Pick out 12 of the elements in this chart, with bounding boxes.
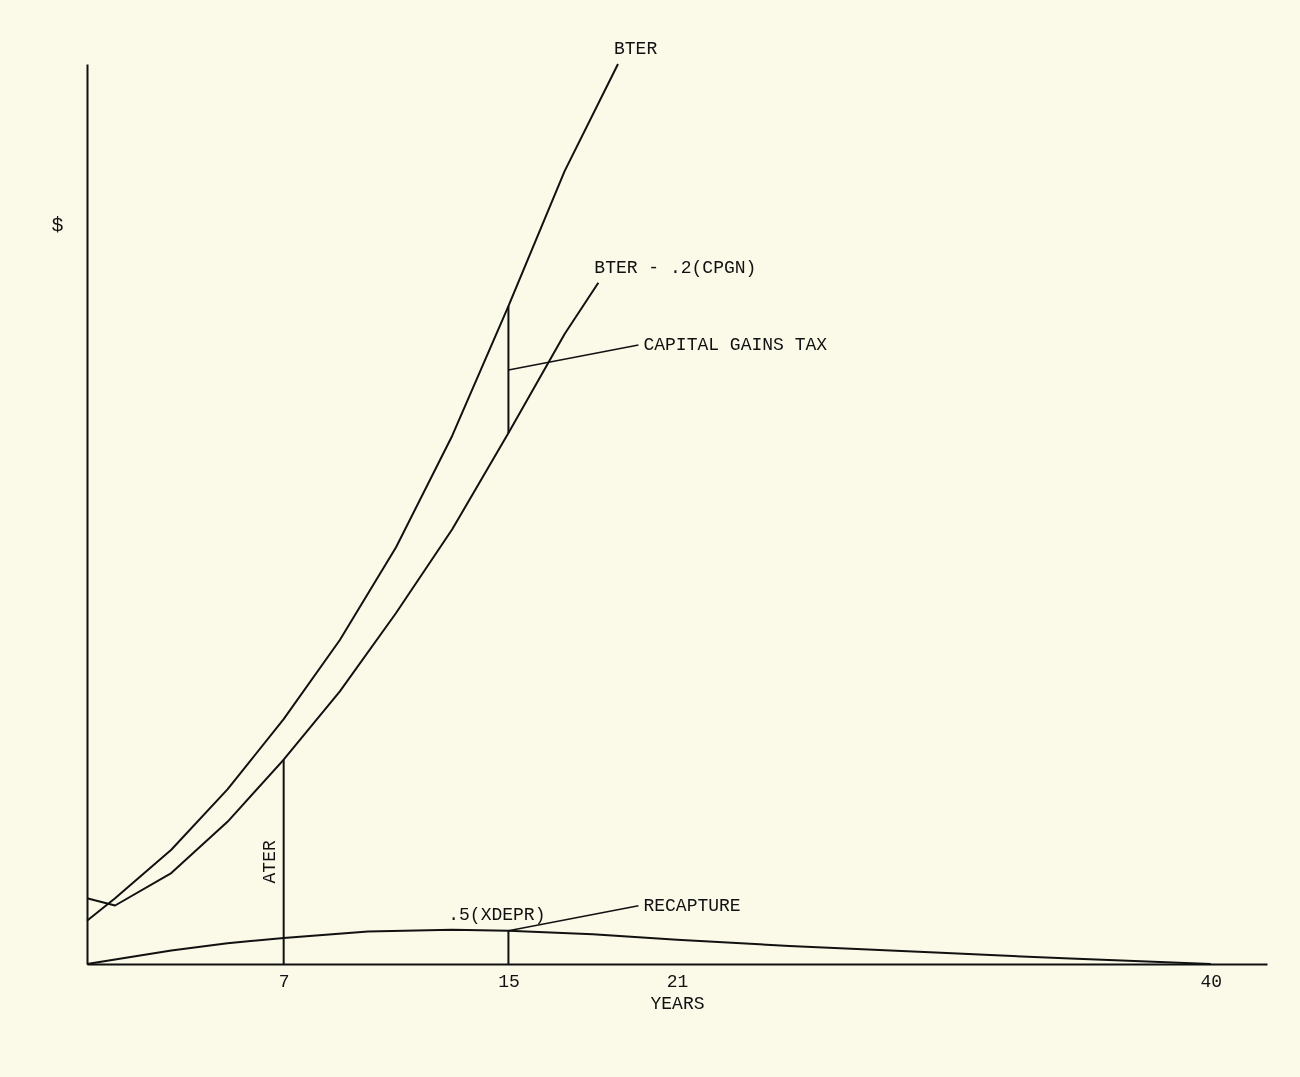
x-axis-title: YEARS — [650, 993, 705, 1014]
text: ATER — [259, 840, 280, 884]
series-label: BTER - .2(CPGN) — [594, 257, 757, 278]
annotation: CAPITAL GAINS TAX — [643, 335, 828, 355]
series-label: BTER — [614, 39, 658, 59]
series-label: .5(XDEPR) — [448, 904, 546, 925]
y-axis-title: $ — [51, 213, 64, 237]
x-tick-label: 40 — [1200, 971, 1223, 992]
annotation: RECAPTURE — [643, 895, 741, 916]
x-tick-label: 21 — [666, 971, 689, 992]
x-tick-label: 15 — [498, 971, 520, 992]
x-tick-label: 7 — [278, 971, 290, 992]
